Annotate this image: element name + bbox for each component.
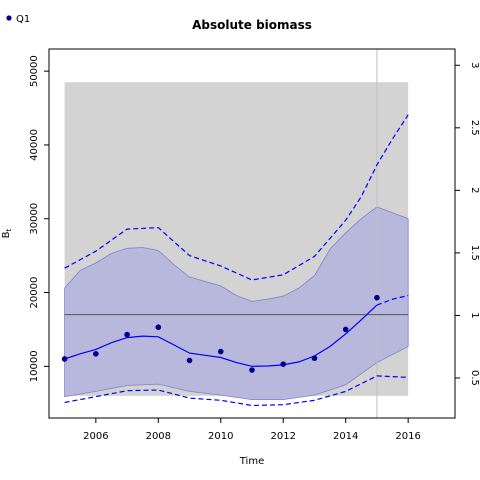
legend-marker-q1 bbox=[6, 15, 12, 21]
y2-tick-label: 1.5 bbox=[469, 245, 480, 261]
data-point-q1 bbox=[124, 331, 130, 338]
plot-frame bbox=[48, 48, 456, 419]
ci-lower-line bbox=[64, 375, 409, 407]
x-tick-label: 2008 bbox=[146, 431, 171, 442]
plot-area bbox=[61, 49, 409, 418]
x-tick-label: 2016 bbox=[395, 431, 420, 442]
estimate-line bbox=[64, 304, 378, 367]
chart-title: Absolute biomass bbox=[192, 18, 312, 32]
data-point-q1 bbox=[61, 356, 68, 362]
y2-tick-label: 2 bbox=[469, 187, 480, 193]
x-tick-label: 2006 bbox=[83, 431, 108, 442]
data-point-q1 bbox=[217, 348, 224, 355]
data-point-q1 bbox=[249, 367, 255, 373]
x-tick-label: 2014 bbox=[333, 431, 358, 442]
data-point-q1 bbox=[93, 350, 99, 357]
ci-upper-line bbox=[64, 114, 409, 281]
x-axis-title: Time bbox=[239, 456, 264, 467]
forecast-line bbox=[376, 294, 409, 306]
y2-tick-label: 0.5 bbox=[469, 370, 480, 386]
data-point-q1 bbox=[342, 326, 349, 333]
data-point-q1 bbox=[155, 324, 162, 331]
y2-tick-label: 1 bbox=[469, 312, 480, 318]
axes: 2006 2008 2010 2012 2014 2016 10000 20000 30000 4… bbox=[29, 55, 480, 442]
legend: Q1 bbox=[6, 14, 30, 25]
y-tick-label: 40000 bbox=[29, 129, 40, 161]
x-tick-label: 2012 bbox=[271, 431, 296, 442]
y2-tick-label: 2.5 bbox=[469, 120, 480, 136]
y2-tick-label: 3 bbox=[469, 62, 480, 68]
data-point-q1 bbox=[311, 355, 318, 362]
legend-label-q1: Q1 bbox=[16, 14, 30, 25]
y-tick-label: 30000 bbox=[29, 203, 40, 235]
data-point-q1 bbox=[186, 357, 193, 364]
y-axis-title-main: B bbox=[1, 231, 12, 238]
y-tick-label: 50000 bbox=[29, 55, 40, 87]
x-tick-label: 2010 bbox=[208, 431, 233, 442]
y-tick-label: 20000 bbox=[29, 277, 40, 309]
data-point-q1 bbox=[374, 294, 380, 301]
y-axis-title-subscript: t bbox=[5, 228, 13, 231]
y-tick-label: 10000 bbox=[29, 350, 40, 382]
y-axis-title: Bt bbox=[1, 228, 13, 238]
data-point-q1 bbox=[280, 361, 287, 367]
